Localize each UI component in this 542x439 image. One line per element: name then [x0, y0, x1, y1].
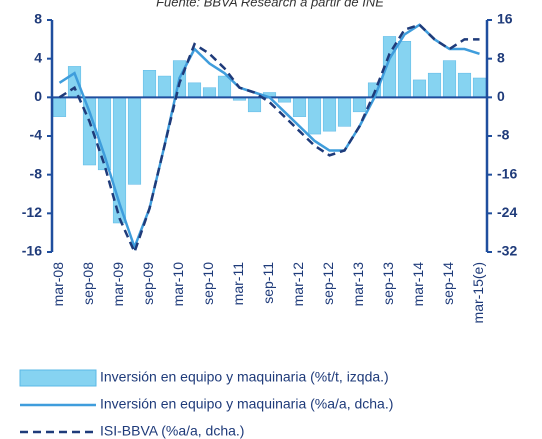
legend-label: ISI-BBVA (%a/a, dcha.): [100, 423, 244, 439]
y-tick-label: 0: [34, 88, 42, 104]
line: [58, 23, 480, 251]
x-tick-label: sep-10: [200, 262, 216, 305]
bar: [187, 82, 202, 98]
bar: [292, 97, 307, 117]
y-tick-label: 8: [34, 11, 42, 27]
source: Fuente: BBVA Research a partir de INE: [156, 0, 384, 9]
y-tick-label: 4: [34, 49, 42, 65]
x-tick-label: mar-15(e): [470, 262, 486, 323]
y-tick-label: -8: [30, 165, 43, 181]
bar: [412, 79, 427, 98]
bar: [427, 72, 442, 98]
legend-swatch: [19, 369, 97, 387]
x-tick-label: mar-11: [230, 262, 246, 306]
bar: [442, 60, 457, 98]
x-tick-label: mar-12: [290, 262, 306, 307]
x-tick-label: mar-13: [350, 262, 366, 307]
bar: [457, 72, 472, 98]
x-tick-label: sep-12: [320, 262, 336, 305]
y2-tick-label: -8: [497, 127, 510, 143]
bar: [127, 97, 142, 185]
y2-tick-label: -32: [497, 243, 517, 259]
bar: [472, 77, 487, 98]
bar: [202, 87, 217, 98]
y2-tick-label: 16: [497, 11, 513, 27]
x-tick-label: sep-11: [260, 262, 276, 304]
bar: [352, 97, 367, 113]
y-tick-label: -4: [30, 127, 43, 143]
bar: [157, 75, 172, 98]
bar: [337, 97, 352, 127]
y2-tick-label: -24: [497, 204, 517, 220]
x-tick-label: sep-09: [140, 262, 156, 305]
x-tick-label: mar-14: [410, 262, 426, 307]
legend-label: Inversión en equipo y maquinaria (%a/a, …: [100, 396, 393, 412]
bar: [217, 75, 232, 98]
x-tick-label: sep-08: [80, 262, 96, 305]
legend-label: Inversión en equipo y maquinaria (%t/t, …: [100, 369, 389, 385]
bar: [397, 41, 412, 98]
y2-tick-label: 8: [497, 49, 505, 65]
bar: [52, 97, 67, 117]
y-tick-label: -16: [22, 243, 42, 259]
y2-tick-label: -16: [497, 165, 517, 181]
x-tick-label: mar-09: [110, 262, 126, 307]
bar: [142, 70, 157, 98]
y-tick-label: -12: [22, 204, 42, 220]
y2-tick-label: 0: [497, 88, 505, 104]
x-tick-label: sep-13: [380, 262, 396, 305]
x-tick-label: mar-10: [170, 262, 186, 307]
bar: [322, 97, 337, 132]
x-tick-label: mar-08: [50, 262, 66, 307]
line: [58, 23, 480, 256]
bar: [247, 97, 262, 113]
x-tick-label: sep-14: [440, 262, 456, 305]
bar: [307, 97, 322, 135]
